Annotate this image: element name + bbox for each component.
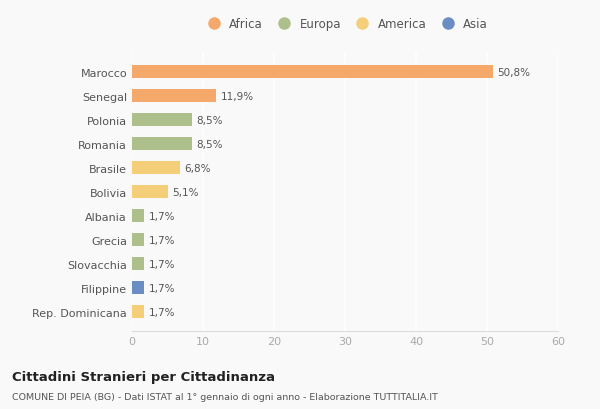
Text: 50,8%: 50,8% [497,67,530,77]
Bar [132,209,144,223]
Bar [132,162,180,175]
Text: 1,7%: 1,7% [148,307,175,317]
Bar [132,234,144,247]
Text: 11,9%: 11,9% [221,91,254,101]
Text: 6,8%: 6,8% [185,163,211,173]
Text: 1,7%: 1,7% [148,283,175,293]
Text: Cittadini Stranieri per Cittadinanza: Cittadini Stranieri per Cittadinanza [12,370,275,383]
Bar [132,186,168,199]
Bar [132,114,193,127]
Bar [132,281,144,294]
Text: 8,5%: 8,5% [197,115,223,125]
Bar [132,258,144,271]
Text: 1,7%: 1,7% [148,211,175,221]
Text: 5,1%: 5,1% [172,187,199,197]
Legend: Africa, Europa, America, Asia: Africa, Europa, America, Asia [199,15,491,35]
Text: 8,5%: 8,5% [197,139,223,149]
Bar [132,138,193,151]
Bar [132,66,493,79]
Bar [132,90,217,103]
Bar [132,306,144,319]
Text: 1,7%: 1,7% [148,235,175,245]
Text: COMUNE DI PEIA (BG) - Dati ISTAT al 1° gennaio di ogni anno - Elaborazione TUTTI: COMUNE DI PEIA (BG) - Dati ISTAT al 1° g… [12,392,438,401]
Text: 1,7%: 1,7% [148,259,175,269]
